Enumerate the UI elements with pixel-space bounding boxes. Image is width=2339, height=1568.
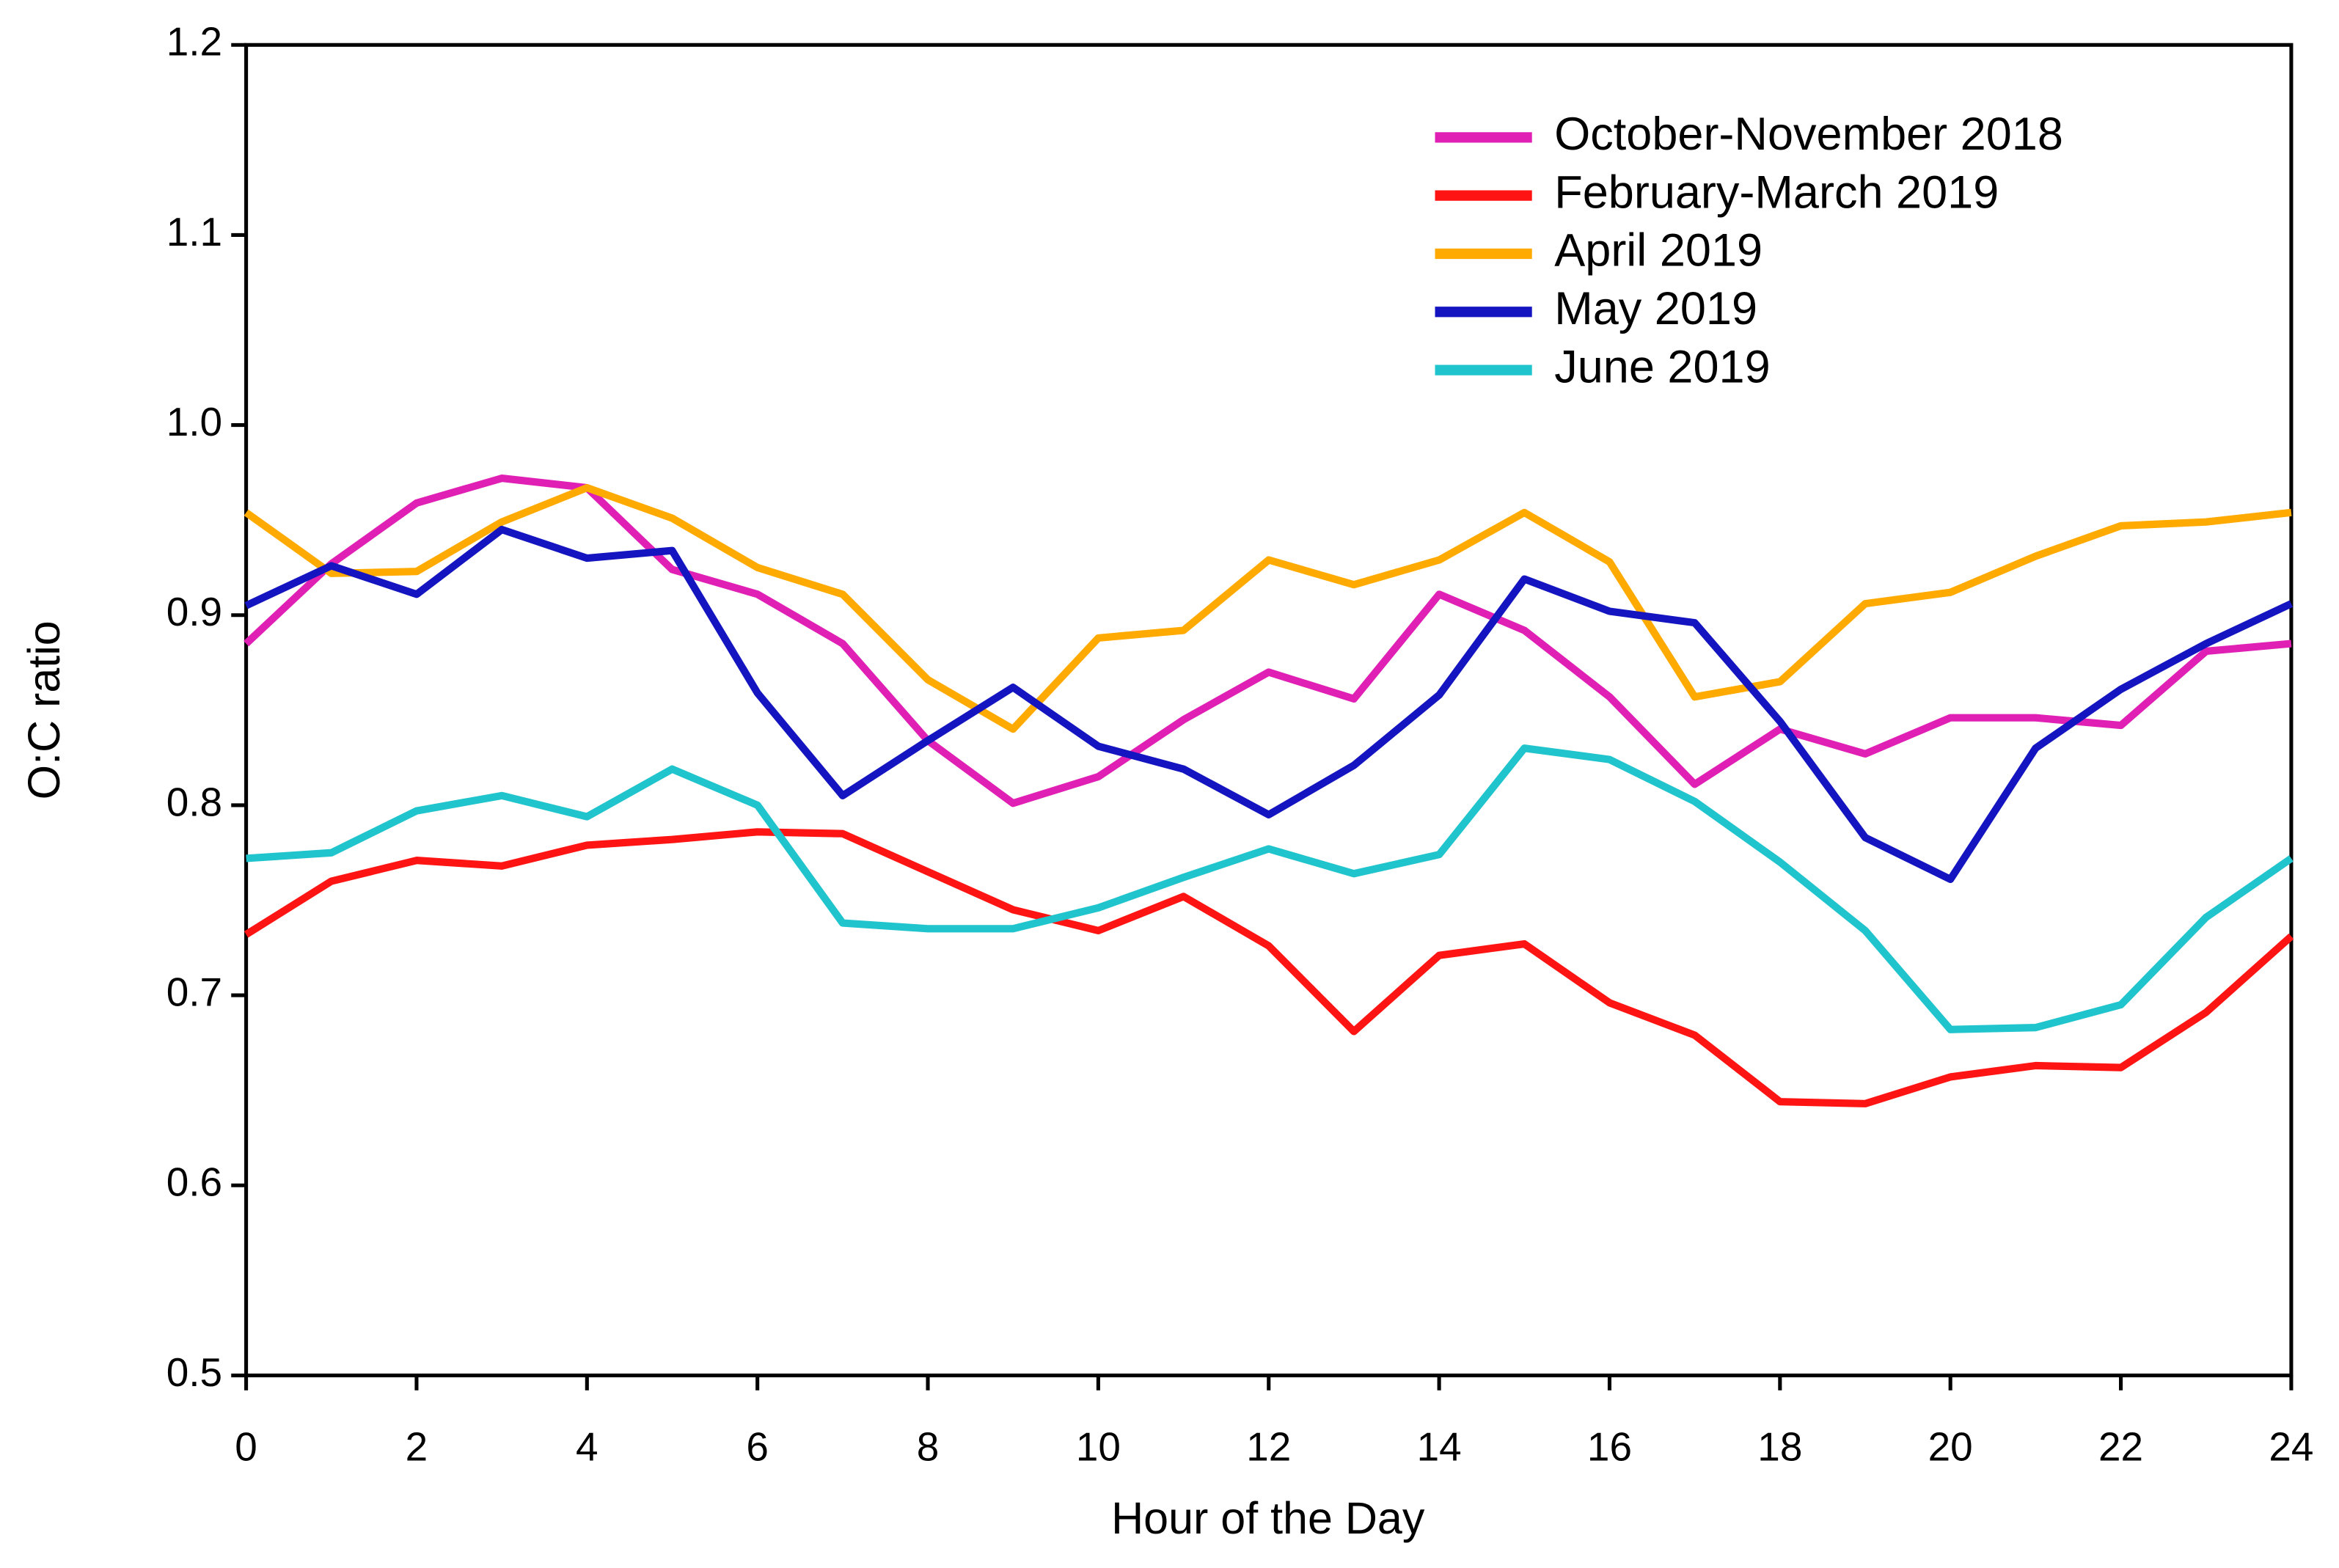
x-tick-label: 20 [1928,1424,1973,1470]
x-tick-label: 8 [917,1424,940,1470]
legend-label: April 2019 [1554,225,1763,276]
x-tick-label: 0 [235,1424,257,1470]
x-tick-label: 4 [576,1424,599,1470]
legend-label: May 2019 [1554,283,1757,334]
y-tick-label: 0.9 [166,589,222,634]
x-axis-title: Hour of the Day [1111,1493,1425,1543]
x-tick-label: 10 [1076,1424,1121,1470]
y-tick-label: 1.1 [166,209,222,254]
x-tick-label: 6 [746,1424,769,1470]
y-tick-label: 0.7 [166,970,222,1015]
x-tick-label: 14 [1417,1424,1462,1470]
x-tick-label: 16 [1587,1424,1632,1470]
y-tick-label: 0.6 [166,1159,222,1205]
series-line [244,828,2294,1107]
x-tick-label: 18 [1757,1424,1802,1470]
x-tick-label: 24 [2269,1424,2313,1470]
y-axis-title: O:C ratio [19,620,69,799]
x-tick-label: 12 [1246,1424,1291,1470]
series-line [244,474,2292,807]
y-tick-label: 1.0 [166,399,222,444]
legend-label: October-November 2018 [1554,109,2063,160]
plot-frame [244,43,2294,1377]
y-tick-label: 0.8 [166,779,222,824]
legend-label: February-March 2019 [1554,166,1999,218]
y-tick-label: 0.5 [166,1349,222,1395]
series-line [246,744,2294,1033]
y-tick-label: 1.2 [166,19,222,65]
x-tick-label: 2 [406,1424,428,1470]
series-line [244,484,2292,733]
x-tick-label: 22 [2098,1424,2143,1470]
series-line [244,525,2294,884]
legend-label: June 2019 [1554,341,1770,392]
